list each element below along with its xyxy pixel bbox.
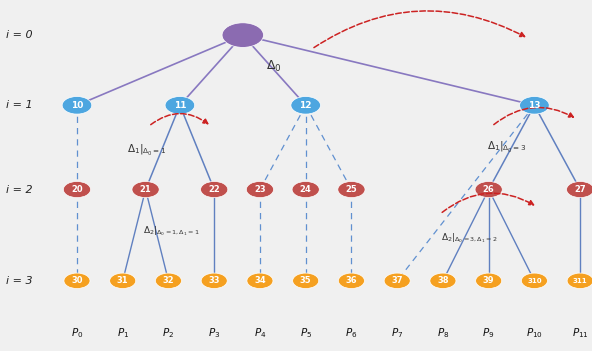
Text: 38: 38 [437, 276, 449, 285]
Text: $\Delta_1|_{\Delta_0=3}$: $\Delta_1|_{\Delta_0=3}$ [487, 140, 526, 155]
Text: 12: 12 [300, 101, 312, 110]
Circle shape [63, 181, 91, 198]
Text: 11: 11 [173, 101, 186, 110]
Circle shape [62, 97, 92, 114]
Circle shape [165, 97, 195, 114]
Circle shape [338, 181, 365, 198]
Text: 10: 10 [71, 101, 83, 110]
Text: 20: 20 [71, 185, 83, 194]
Circle shape [247, 273, 273, 289]
Text: $\Delta_1|_{\Delta_0=1}$: $\Delta_1|_{\Delta_0=1}$ [127, 144, 166, 158]
Circle shape [292, 181, 319, 198]
Text: $P_5$: $P_5$ [300, 326, 312, 340]
Text: 23: 23 [254, 185, 266, 194]
Circle shape [475, 273, 501, 289]
Text: 33: 33 [208, 276, 220, 285]
Circle shape [567, 273, 592, 289]
Text: $P_{11}$: $P_{11}$ [572, 326, 588, 340]
Text: $P_2$: $P_2$ [162, 326, 175, 340]
Text: 34: 34 [254, 276, 266, 285]
Text: 30: 30 [71, 276, 83, 285]
Text: 36: 36 [346, 276, 357, 285]
Circle shape [201, 181, 228, 198]
Circle shape [567, 181, 592, 198]
Circle shape [339, 273, 365, 289]
Text: 13: 13 [528, 101, 540, 110]
Text: $P_6$: $P_6$ [345, 326, 358, 340]
Text: $P_{10}$: $P_{10}$ [526, 326, 543, 340]
Text: 21: 21 [140, 185, 152, 194]
Text: $P_3$: $P_3$ [208, 326, 220, 340]
Text: $P_1$: $P_1$ [117, 326, 129, 340]
Circle shape [132, 181, 159, 198]
Text: 25: 25 [346, 185, 358, 194]
Text: 27: 27 [574, 185, 586, 194]
Text: 26: 26 [483, 185, 494, 194]
Text: $P_9$: $P_9$ [482, 326, 495, 340]
Circle shape [222, 23, 263, 47]
Text: $\Delta_2|_{\Delta_0=1,\Delta_1=1}$: $\Delta_2|_{\Delta_0=1,\Delta_1=1}$ [143, 225, 200, 238]
Text: i = 1: i = 1 [6, 100, 33, 110]
Text: i = 0: i = 0 [6, 30, 33, 40]
Text: 37: 37 [391, 276, 403, 285]
Circle shape [522, 273, 548, 289]
Text: 39: 39 [483, 276, 494, 285]
Text: 24: 24 [300, 185, 311, 194]
Text: 311: 311 [573, 278, 587, 284]
Circle shape [291, 97, 320, 114]
Circle shape [246, 181, 274, 198]
Circle shape [64, 273, 90, 289]
Circle shape [520, 97, 549, 114]
Text: $\Delta_2|_{\Delta_0=3,\Delta_1=2}$: $\Delta_2|_{\Delta_0=3,\Delta_1=2}$ [441, 232, 498, 245]
Text: i = 2: i = 2 [6, 185, 33, 194]
Text: $\Delta_0$: $\Delta_0$ [266, 59, 282, 74]
Text: $P_7$: $P_7$ [391, 326, 403, 340]
Circle shape [292, 273, 318, 289]
Text: 32: 32 [163, 276, 174, 285]
Text: $P_0$: $P_0$ [71, 326, 83, 340]
Circle shape [384, 273, 410, 289]
Text: $P_8$: $P_8$ [437, 326, 449, 340]
Text: i = 3: i = 3 [6, 276, 33, 286]
Circle shape [475, 181, 502, 198]
Text: 31: 31 [117, 276, 128, 285]
Circle shape [201, 273, 227, 289]
Circle shape [156, 273, 182, 289]
Circle shape [430, 273, 456, 289]
Text: 22: 22 [208, 185, 220, 194]
Circle shape [110, 273, 136, 289]
Text: 35: 35 [300, 276, 311, 285]
Text: $P_4$: $P_4$ [254, 326, 266, 340]
Text: 310: 310 [527, 278, 542, 284]
